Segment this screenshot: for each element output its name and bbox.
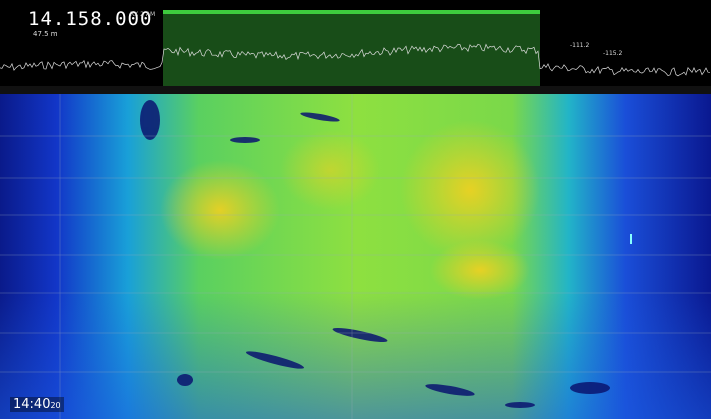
freq-scale bbox=[0, 86, 711, 94]
clock-time: 14:40 bbox=[13, 397, 51, 412]
frequency: 14.158.000 bbox=[28, 8, 153, 30]
hot-spot bbox=[280, 130, 380, 210]
fades bbox=[140, 100, 610, 408]
hot-spot bbox=[160, 160, 280, 260]
band: 47.5 m bbox=[33, 30, 58, 38]
waterfall-fade bbox=[0, 290, 711, 419]
hot-spot bbox=[400, 120, 540, 260]
passband bbox=[163, 10, 540, 86]
peak-label: -111.2 bbox=[570, 42, 590, 49]
carrier bbox=[630, 234, 632, 244]
spectrum-trace bbox=[0, 43, 711, 77]
clock-seconds: 20 bbox=[50, 401, 61, 410]
peak-label: -115.2 bbox=[603, 50, 623, 57]
grid bbox=[0, 94, 711, 419]
mode: RX 2 AM bbox=[130, 11, 156, 18]
passband-bar bbox=[163, 10, 540, 14]
clock: 14:4020 bbox=[10, 397, 64, 412]
